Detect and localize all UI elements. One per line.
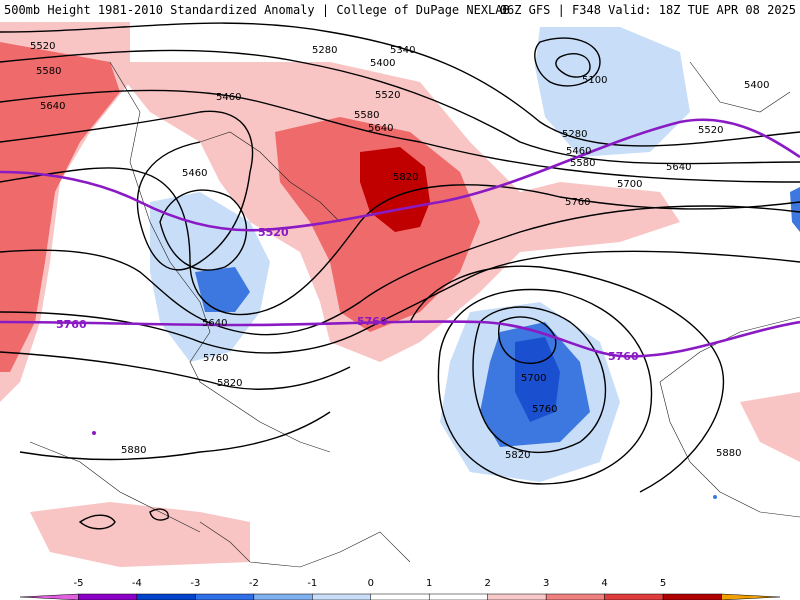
contour-label: 5880 <box>121 445 146 456</box>
highlight-label: 5760 <box>608 350 639 363</box>
shade-westcoast-pos2 <box>0 42 120 372</box>
colorbar-tick-label: -1 <box>307 578 317 589</box>
contour-5520-highlight <box>0 118 800 232</box>
colorbar-ticks: -5 -4 -3 -2 -1 0 1 2 3 4 5 <box>73 578 666 589</box>
shade-north-mid <box>275 117 480 332</box>
coastlines <box>29 61 800 568</box>
contour-label: 5400 <box>370 58 395 69</box>
colorbar-swatch <box>253 593 313 600</box>
highlight-label: 5520 <box>258 226 289 239</box>
contour-label: 5820 <box>393 172 418 183</box>
contour-label: 5580 <box>570 158 595 169</box>
shade-south-pos <box>30 502 250 567</box>
contour-label: 5580 <box>36 66 61 77</box>
contour-5760-highlight <box>0 320 800 358</box>
contour-label: 5640 <box>202 318 227 329</box>
colorbar-swatch <box>370 593 430 600</box>
height-contours <box>0 22 800 530</box>
map-header: 500mb Height 1981-2010 Standardized Anom… <box>0 0 800 22</box>
contour-label: 5340 <box>390 45 415 56</box>
contour-label: 5640 <box>666 162 691 173</box>
contour-label: 5700 <box>521 373 546 384</box>
shade-north-core <box>360 147 430 232</box>
contour-label: 5820 <box>505 450 530 461</box>
contour-label: 5460 <box>182 168 207 179</box>
colorbar-swatch <box>487 593 547 600</box>
colorbar-tick-label: 2 <box>485 578 491 589</box>
colorbar-tick-label: 4 <box>601 578 607 589</box>
colorbar-tick-label: 1 <box>426 578 432 589</box>
contour-label: 5520 <box>698 125 723 136</box>
colorbar-swatch <box>19 593 79 600</box>
contour-label: 5700 <box>617 179 642 190</box>
colorbar-tick-label: -5 <box>73 578 83 589</box>
colorbar-swatch <box>312 593 372 600</box>
colorbar-tick-label: -2 <box>249 578 259 589</box>
contour-label: 5460 <box>216 92 241 103</box>
contour-label: 5400 <box>744 80 769 91</box>
anomaly-shading <box>0 22 800 567</box>
highlight-labels: 5520 5760 5760 5760 <box>56 226 639 363</box>
highlight-contours <box>0 118 800 358</box>
marker-africa <box>713 495 717 499</box>
colorbar-tick-label: 0 <box>368 578 374 589</box>
map-title: 500mb Height 1981-2010 Standardized Anom… <box>4 3 510 17</box>
contour-label: 5520 <box>375 90 400 101</box>
colorbar-swatch <box>195 593 255 600</box>
shade-africa-pos <box>740 392 800 462</box>
contour-label: 5880 <box>716 448 741 459</box>
contour-label: 5280 <box>312 45 337 56</box>
colorbar-tick-label: 3 <box>543 578 549 589</box>
colorbar-swatch <box>604 593 664 600</box>
contour-label: 5100 <box>582 75 607 86</box>
colorbar-swatch <box>78 593 138 600</box>
highlight-label: 5760 <box>56 318 87 331</box>
colorbar-swatch <box>136 593 196 600</box>
colorbar-tick-label: -3 <box>190 578 200 589</box>
anomaly-colorbar: -5 -4 -3 -2 -1 0 1 2 3 4 5 <box>19 578 781 600</box>
highlight-label: 5760 <box>357 315 388 328</box>
model-run-info: 06Z GFS | F348 Valid: 18Z TUE APR 08 202… <box>499 3 796 17</box>
contour-labels: 5520 5580 5640 5280 5340 5400 5460 5520 … <box>30 41 769 461</box>
contour-label: 5460 <box>566 146 591 157</box>
shade-northatl-neg <box>535 27 690 157</box>
colorbar-tick-label: -4 <box>132 578 142 589</box>
colorbar-swatch <box>721 593 781 600</box>
shade-east-neg2 <box>195 267 250 312</box>
contour-label: 5820 <box>217 378 242 389</box>
marker-central-america <box>92 431 96 435</box>
contour-label: 5640 <box>368 123 393 134</box>
contour-label: 5280 <box>562 129 587 140</box>
contour-label: 5760 <box>532 404 557 415</box>
contour-label: 5520 <box>30 41 55 52</box>
contour-label: 5640 <box>40 101 65 112</box>
colorbar-tick-label: 5 <box>660 578 666 589</box>
shade-east-neg-edge <box>790 187 800 232</box>
colorbar-swatch <box>428 593 488 600</box>
colorbar-swatch <box>662 593 722 600</box>
colorbar-swatch <box>545 593 605 600</box>
contour-label: 5760 <box>565 197 590 208</box>
anomaly-map: 5520 5580 5640 5280 5340 5400 5460 5520 … <box>0 22 800 568</box>
contour-label: 5580 <box>354 110 379 121</box>
colorbar-swatches <box>19 593 781 600</box>
contour-label: 5760 <box>203 353 228 364</box>
